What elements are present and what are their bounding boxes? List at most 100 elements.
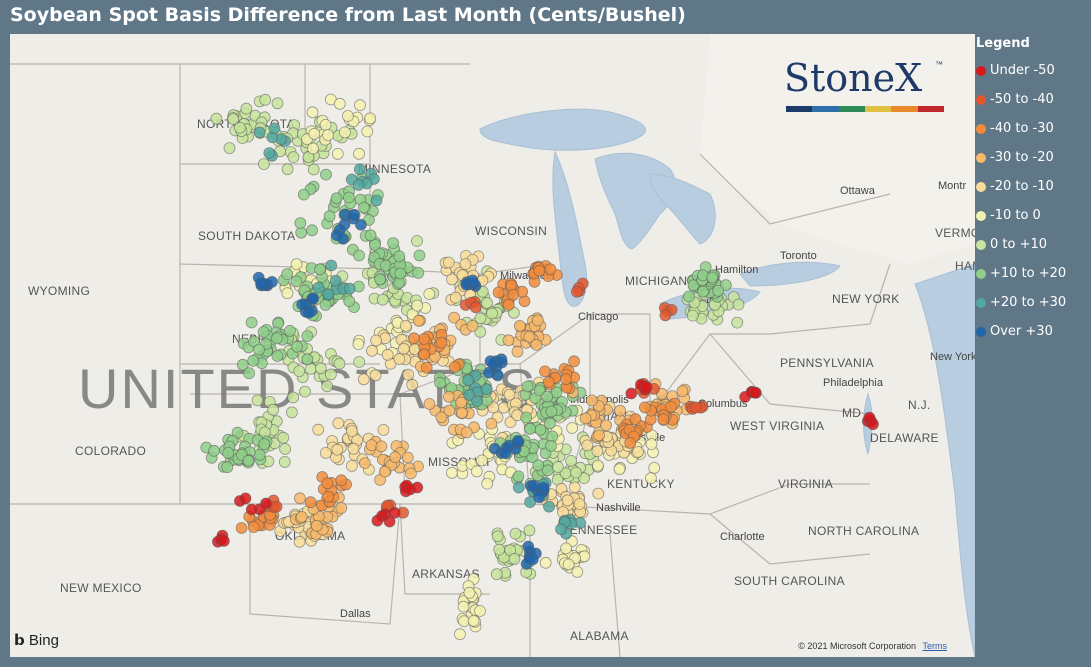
basis-marker[interactable] (294, 217, 307, 230)
basis-marker[interactable] (271, 350, 284, 362)
basis-marker[interactable] (565, 454, 577, 467)
basis-marker[interactable] (335, 502, 348, 514)
basis-marker[interactable] (697, 285, 709, 298)
basis-marker[interactable] (749, 386, 761, 399)
basis-marker[interactable] (310, 519, 323, 532)
basis-marker[interactable] (330, 192, 343, 205)
basis-marker[interactable] (445, 466, 458, 479)
basis-marker[interactable] (347, 208, 360, 221)
basis-marker[interactable] (393, 353, 406, 365)
basis-marker[interactable] (354, 99, 366, 112)
basis-marker[interactable] (297, 188, 310, 201)
basis-marker[interactable] (687, 279, 700, 292)
basis-marker[interactable] (513, 319, 526, 332)
basis-marker[interactable] (357, 373, 370, 386)
basis-marker[interactable] (629, 413, 642, 426)
basis-marker[interactable] (492, 286, 505, 299)
basis-marker[interactable] (406, 378, 419, 391)
basis-marker[interactable] (295, 510, 308, 523)
basis-marker[interactable] (541, 464, 554, 477)
basis-marker[interactable] (435, 411, 448, 424)
basis-marker[interactable] (268, 122, 281, 135)
basis-marker[interactable] (236, 358, 249, 371)
basis-marker[interactable] (307, 142, 319, 155)
basis-marker[interactable] (526, 553, 539, 566)
basis-marker[interactable] (455, 406, 468, 419)
basis-marker[interactable] (490, 568, 503, 581)
basis-marker[interactable] (381, 348, 394, 361)
basis-marker[interactable] (312, 281, 325, 294)
basis-marker[interactable] (446, 273, 458, 286)
basis-marker[interactable] (474, 325, 487, 338)
basis-marker[interactable] (332, 417, 345, 430)
basis-marker[interactable] (522, 540, 535, 553)
basis-marker[interactable] (486, 307, 498, 320)
basis-marker[interactable] (307, 292, 320, 305)
basis-marker[interactable] (321, 380, 334, 393)
basis-marker[interactable] (296, 298, 309, 311)
basis-marker[interactable] (301, 353, 314, 366)
basis-marker[interactable] (343, 282, 356, 295)
basis-marker[interactable] (706, 271, 719, 284)
basis-marker[interactable] (399, 319, 412, 332)
basis-marker[interactable] (319, 446, 332, 459)
basis-marker[interactable] (404, 467, 417, 480)
basis-marker[interactable] (223, 142, 236, 154)
basis-marker[interactable] (541, 390, 554, 403)
basis-marker[interactable] (357, 201, 370, 214)
basis-marker[interactable] (475, 454, 488, 467)
basis-marker[interactable] (568, 481, 581, 494)
basis-marker[interactable] (393, 250, 406, 263)
basis-marker[interactable] (534, 423, 547, 436)
basis-marker[interactable] (277, 431, 290, 444)
basis-marker[interactable] (352, 179, 365, 191)
basis-marker[interactable] (397, 342, 410, 355)
basis-marker[interactable] (581, 439, 594, 452)
basis-marker[interactable] (484, 355, 497, 368)
basis-marker[interactable] (466, 320, 479, 332)
basis-marker[interactable] (555, 523, 567, 536)
basis-marker[interactable] (370, 334, 383, 347)
basis-marker[interactable] (293, 535, 306, 548)
basis-marker[interactable] (333, 97, 346, 110)
basis-marker[interactable] (361, 125, 374, 138)
basis-marker[interactable] (322, 288, 335, 301)
basis-marker[interactable] (377, 423, 390, 436)
basis-marker[interactable] (411, 299, 424, 312)
basis-marker[interactable] (420, 361, 433, 374)
basis-marker[interactable] (624, 436, 637, 449)
basis-marker[interactable] (408, 332, 420, 345)
basis-marker[interactable] (739, 390, 751, 403)
basis-marker[interactable] (645, 438, 658, 451)
basis-marker[interactable] (523, 330, 536, 343)
basis-marker[interactable] (319, 298, 332, 311)
basis-marker[interactable] (562, 558, 575, 571)
basis-marker[interactable] (539, 365, 551, 378)
basis-marker[interactable] (689, 401, 702, 414)
basis-marker[interactable] (247, 521, 260, 534)
basis-marker[interactable] (493, 543, 506, 556)
basis-marker[interactable] (731, 316, 744, 329)
basis-marker[interactable] (531, 314, 544, 327)
basis-marker[interactable] (388, 506, 401, 519)
basis-marker[interactable] (579, 412, 592, 425)
basis-marker[interactable] (435, 336, 448, 349)
basis-marker[interactable] (369, 369, 382, 382)
basis-marker[interactable] (568, 355, 580, 368)
basis-marker[interactable] (308, 128, 321, 140)
basis-marker[interactable] (543, 500, 555, 513)
basis-marker[interactable] (683, 290, 695, 303)
basis-marker[interactable] (449, 291, 462, 304)
basis-marker[interactable] (443, 404, 456, 417)
basis-marker[interactable] (481, 477, 494, 490)
basis-marker[interactable] (233, 121, 246, 134)
basis-marker[interactable] (455, 396, 468, 409)
basis-marker[interactable] (533, 491, 545, 504)
basis-marker[interactable] (488, 442, 501, 455)
basis-marker[interactable] (285, 406, 298, 419)
basis-marker[interactable] (423, 398, 436, 410)
basis-marker[interactable] (503, 388, 516, 401)
basis-marker[interactable] (319, 119, 332, 131)
basis-marker[interactable] (307, 163, 320, 176)
basis-marker[interactable] (353, 147, 365, 160)
